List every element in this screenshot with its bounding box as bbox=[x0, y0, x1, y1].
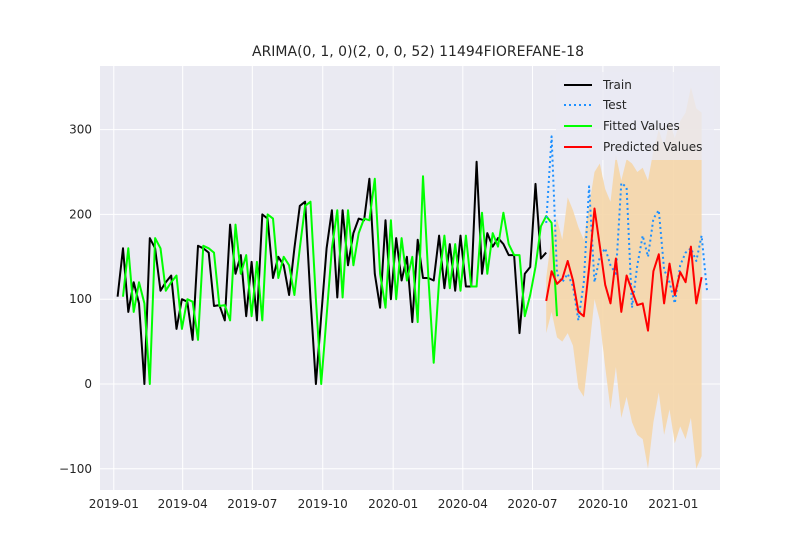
confidence-band-group bbox=[546, 87, 702, 469]
x-tick-label: 2020-04 bbox=[438, 497, 488, 511]
legend-label-fitted: Fitted Values bbox=[603, 119, 680, 133]
y-tick-label: −100 bbox=[59, 462, 92, 476]
fitted-values-line bbox=[122, 175, 558, 385]
y-tick-label: 100 bbox=[69, 292, 92, 306]
confidence-band bbox=[546, 87, 702, 469]
x-axis-ticks: 2019-01 2019-04 2019-07 2019-10 2020-01 2020-… bbox=[89, 497, 699, 511]
chart-title: ARIMA(0, 1, 0)(2, 0, 0, 52) 11494FIOREFA… bbox=[252, 44, 584, 60]
legend-label-test: Test bbox=[602, 98, 627, 112]
x-tick-label: 2019-07 bbox=[227, 497, 277, 511]
x-tick-label: 2019-10 bbox=[298, 497, 348, 511]
series-lines bbox=[116, 135, 708, 385]
x-tick-label: 2019-01 bbox=[89, 497, 139, 511]
y-tick-label: 300 bbox=[69, 123, 92, 137]
predicted-values-line bbox=[545, 207, 703, 332]
x-tick-label: 2020-01 bbox=[368, 497, 418, 511]
x-tick-label: 2020-10 bbox=[578, 497, 628, 511]
x-tick-label: 2021-01 bbox=[648, 497, 698, 511]
legend: Train Test Fitted Values Predicted Value… bbox=[556, 72, 714, 160]
y-axis-ticks: −100 0 100 200 300 bbox=[59, 123, 92, 476]
legend-label-predicted: Predicted Values bbox=[603, 140, 702, 154]
legend-box bbox=[556, 72, 714, 160]
train-line bbox=[116, 160, 547, 385]
y-tick-label: 0 bbox=[84, 377, 92, 391]
x-tick-label: 2020-07 bbox=[507, 497, 557, 511]
test-line bbox=[545, 135, 708, 322]
legend-label-train: Train bbox=[602, 78, 632, 92]
y-tick-label: 200 bbox=[69, 207, 92, 221]
x-tick-label: 2019-04 bbox=[158, 497, 208, 511]
